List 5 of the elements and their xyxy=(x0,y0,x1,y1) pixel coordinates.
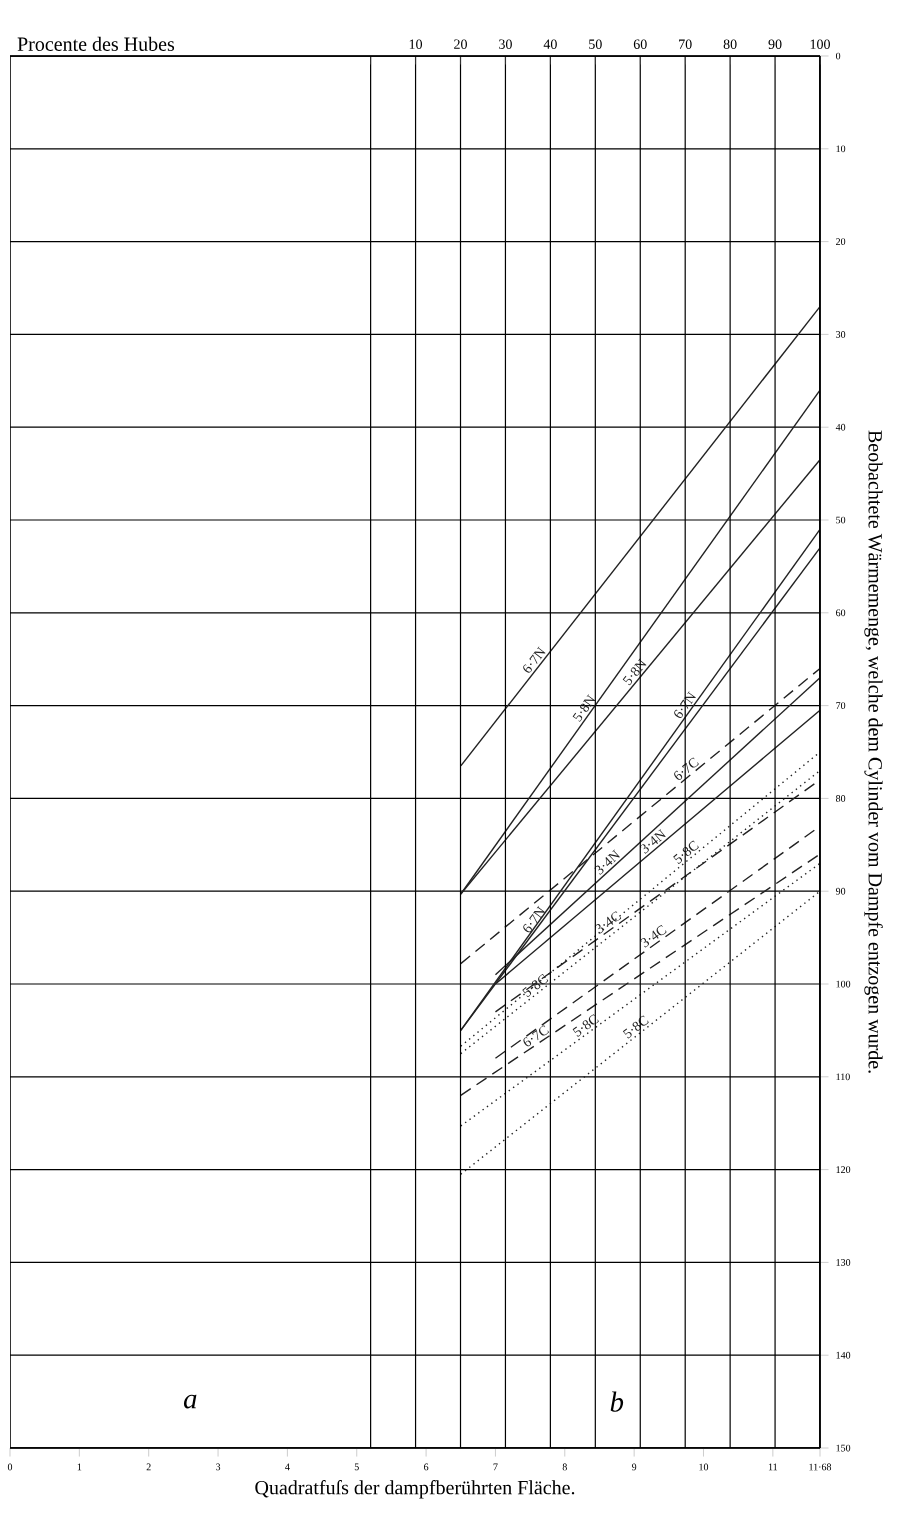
y-axis-title: Beobachtete Wärmemenge, welche dem Cylinder vom Dampfe entzogen wurde. xyxy=(864,430,883,1073)
x-axis-title: Quadratfuſs der dampfberührten Fläche. xyxy=(255,1480,575,1499)
x2-axis-title: Procente des Hubes xyxy=(17,36,175,51)
annotation: b xyxy=(610,1391,624,1412)
annotation: a xyxy=(183,1394,197,1409)
